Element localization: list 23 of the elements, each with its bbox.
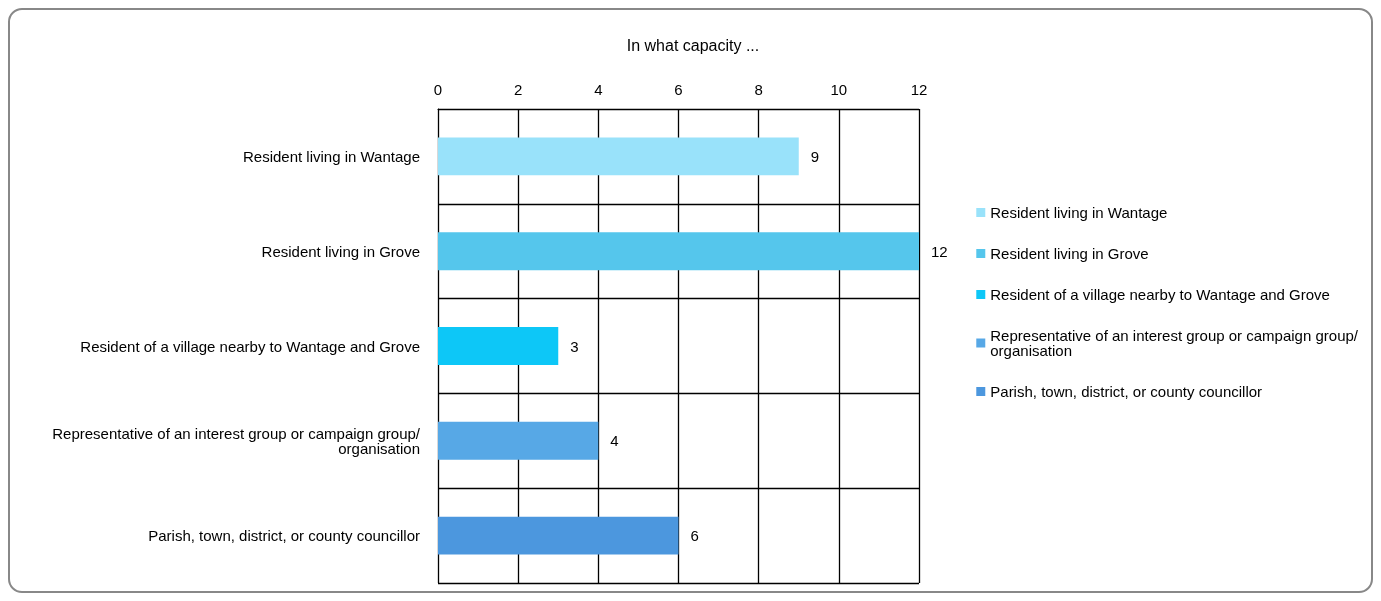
- y-tick-label: Resident of a village nearby to Wantage and Grove: [80, 337, 420, 355]
- data-label: 12: [931, 242, 948, 260]
- chart-title: In what capacity ...: [626, 36, 760, 54]
- legend-label: Resident living in Wantage: [990, 204, 1168, 221]
- x-tick-label: 8: [754, 81, 763, 98]
- data-label: 4: [610, 432, 619, 450]
- legend-label: Resident living in Grove: [990, 245, 1149, 262]
- y-tick-label: Resident living in Wantage: [242, 147, 420, 165]
- data-label: 6: [690, 527, 699, 545]
- x-tick-label: 2: [513, 81, 523, 98]
- y-tick-label: Representative of an interest group or campaign group/organisation: [52, 424, 421, 457]
- y-tick-label: Resident living in Grove: [261, 242, 420, 260]
- x-tick-label: 10: [830, 81, 848, 98]
- data-label: 3: [570, 337, 579, 355]
- legend-label: Parish, town, district, or county councillor: [990, 383, 1263, 400]
- y-tick-label: Parish, town, district, or county councillor: [148, 527, 420, 545]
- data-label: 9: [810, 147, 820, 165]
- x-tick-label: 6: [674, 81, 683, 98]
- legend-label: Resident of a village nearby to Wantage and Grove: [990, 286, 1330, 303]
- x-tick-label: 0: [433, 81, 443, 98]
- x-tick-label: 4: [594, 81, 603, 98]
- x-tick-label: 12: [910, 81, 928, 98]
- legend-label: Representative of an interest group or campaign group/organisation: [990, 327, 1359, 359]
